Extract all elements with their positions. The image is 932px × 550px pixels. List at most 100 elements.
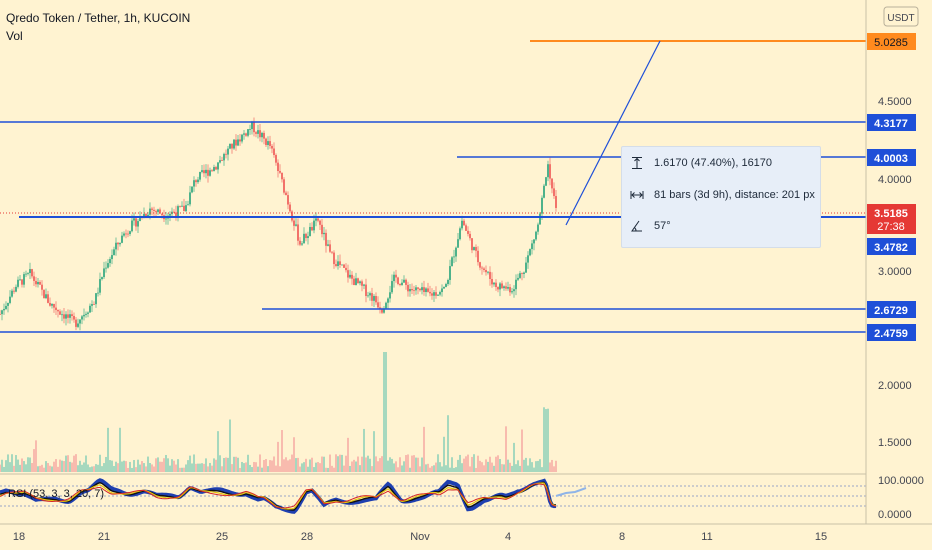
candle-body: [313, 220, 315, 231]
candle-body: [253, 121, 255, 133]
volume-bar: [129, 461, 131, 472]
volume-bar: [95, 464, 97, 472]
volume-indicator-label[interactable]: Vol: [6, 29, 23, 43]
candle-body: [381, 309, 383, 313]
volume-bar: [225, 457, 227, 472]
candle-body: [99, 279, 101, 293]
candle-body: [445, 284, 447, 287]
volume-bar: [79, 460, 81, 472]
volume-bar: [43, 467, 45, 472]
candle-body: [493, 282, 495, 285]
price-range-icon: [632, 157, 642, 169]
volume-bar: [319, 463, 321, 472]
candle-body: [407, 284, 409, 292]
volume-bar: [35, 440, 37, 472]
candle-body: [29, 269, 31, 274]
candle-body: [363, 284, 365, 286]
candle-body: [277, 162, 279, 171]
volume-bar: [433, 465, 435, 472]
candle-body: [289, 204, 291, 212]
volume-bar: [25, 464, 27, 472]
candle-body: [311, 226, 313, 231]
volume-bar: [441, 466, 443, 472]
candle-body: [83, 314, 85, 317]
volume-bar: [231, 464, 233, 472]
tag-2475: 2.4759: [874, 328, 908, 340]
currency-button[interactable]: [883, 6, 919, 27]
volume-bar: [227, 457, 229, 472]
volume-bar: [427, 463, 429, 472]
volume-bar: [161, 461, 163, 472]
candle-body: [153, 209, 155, 211]
volume-bar: [275, 465, 277, 472]
candle-body: [421, 287, 423, 291]
candle-body: [329, 244, 331, 252]
candle-body: [275, 154, 277, 163]
candle-body: [307, 236, 309, 239]
candle-body: [259, 130, 261, 138]
volume-bar: [399, 457, 401, 472]
volume-bar: [49, 465, 51, 472]
price-axis[interactable]: [866, 0, 932, 524]
volume-bar: [529, 458, 531, 472]
candle-body: [523, 272, 525, 274]
volume-bar: [313, 467, 315, 472]
candle-body: [159, 209, 161, 214]
volume-bar: [27, 457, 29, 472]
candle-body: [519, 273, 521, 278]
volume-bar: [555, 460, 557, 472]
candle-body: [103, 268, 105, 278]
candle-body: [239, 139, 241, 142]
x-tick-nov: Nov: [410, 531, 430, 543]
volume-bar: [131, 467, 133, 472]
volume-bar: [63, 461, 65, 472]
candle-body: [353, 278, 355, 286]
candle-body: [505, 286, 507, 289]
volume-bar: [303, 462, 305, 472]
volume-bar: [97, 464, 99, 472]
volume-bar: [215, 459, 217, 472]
candle-body: [475, 247, 477, 251]
candle-body: [429, 291, 431, 294]
candle-body: [199, 171, 201, 180]
candle-body: [41, 284, 43, 290]
candle-body: [453, 256, 455, 258]
volume-bar: [221, 466, 223, 472]
candle-body: [215, 167, 217, 170]
volume-bar: [507, 459, 509, 472]
candle-body: [203, 170, 205, 174]
candle-body: [303, 233, 305, 244]
volume-bar: [539, 459, 541, 472]
y-tick-2-0: 2.0000: [878, 380, 912, 392]
trend-line[interactable]: [565, 40, 661, 226]
candle-body: [95, 293, 97, 305]
candle-body: [263, 132, 265, 139]
volume-bar: [53, 461, 55, 472]
volume-bar: [481, 462, 483, 472]
candle-body: [165, 218, 167, 220]
volume-bar: [83, 462, 85, 472]
candle-body: [57, 309, 59, 312]
volume-bar: [281, 430, 283, 472]
candle-body: [27, 273, 29, 274]
volume-bar: [341, 454, 343, 472]
symbol-title[interactable]: Qredo Token / Tether, 1h, KUCOIN: [6, 11, 191, 25]
volume-bar: [19, 464, 21, 472]
volume-bar: [351, 461, 353, 472]
volume-bar: [485, 459, 487, 472]
time-axis[interactable]: [0, 524, 932, 550]
candle-body: [465, 225, 467, 231]
volume-bar: [531, 462, 533, 472]
volume-bar: [423, 426, 425, 472]
x-tick-25: 25: [216, 531, 228, 543]
volume-bar: [371, 466, 373, 472]
volume-bar: [449, 467, 451, 472]
volume-bar: [11, 454, 13, 472]
tag-4000: 4.0003: [874, 153, 908, 165]
candle-body: [359, 281, 361, 284]
candle-body: [177, 206, 179, 217]
candle-body: [427, 288, 429, 292]
candle-body: [541, 197, 543, 214]
volume-bar: [537, 460, 539, 472]
